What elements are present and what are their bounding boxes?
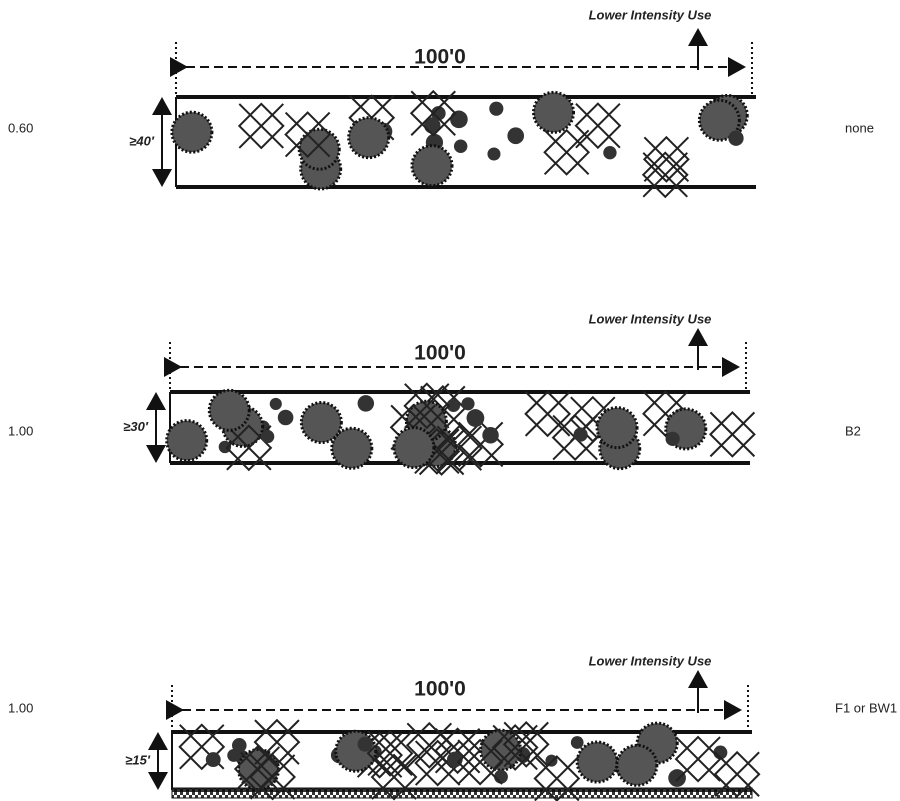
tree	[261, 429, 275, 444]
tree	[357, 395, 375, 412]
ratio: 0.60	[8, 120, 33, 135]
length-label: 100'0	[414, 46, 466, 69]
fence	[171, 787, 753, 799]
buffer-panel: 1.00 B2 Lower Intensity Use 100'0 ≥30′	[8, 311, 861, 476]
depth-label: ≥40′	[129, 133, 155, 148]
tree	[205, 752, 221, 768]
tree	[446, 398, 461, 412]
buffer-type: F1 or BW1	[835, 700, 897, 715]
tree	[269, 397, 282, 410]
plant	[674, 735, 722, 783]
tree	[357, 736, 373, 752]
tree	[668, 769, 686, 787]
tree	[665, 431, 680, 446]
tree	[489, 101, 504, 116]
length-label: 100'0	[414, 678, 466, 701]
tree	[482, 427, 499, 444]
use-label: Lower Intensity Use	[589, 7, 712, 22]
plant	[403, 382, 451, 430]
shrub	[410, 144, 454, 188]
tree	[231, 738, 247, 753]
tree	[227, 748, 241, 762]
buffer-type: B2	[845, 423, 861, 438]
plant	[491, 724, 539, 771]
shrub	[297, 127, 341, 171]
tree	[431, 106, 446, 121]
plant	[524, 390, 572, 438]
buffer-panel: 1.00 F1 or BW1 Lower Intensity Use 100'0 ≥15…	[8, 653, 897, 801]
plant	[409, 89, 457, 137]
tree	[453, 139, 468, 153]
plant	[457, 420, 505, 468]
plant	[641, 151, 689, 199]
buffer-panel: 0.60 none Lower Intensity Use 100'0 ≥40′	[8, 7, 874, 199]
shrub	[170, 110, 214, 154]
tree	[507, 127, 525, 145]
shrub	[299, 401, 343, 445]
shrub	[207, 388, 251, 432]
plant	[642, 135, 690, 183]
shrub	[347, 116, 391, 160]
tree	[466, 409, 485, 427]
shrub	[165, 419, 209, 463]
plant	[708, 410, 756, 458]
plant	[366, 729, 414, 777]
tree	[487, 147, 501, 161]
depth-label: ≥30′	[123, 419, 149, 434]
plant	[253, 718, 301, 766]
tree	[603, 146, 617, 160]
use-label: Lower Intensity Use	[589, 653, 712, 668]
shrub	[330, 426, 374, 470]
tree	[450, 110, 468, 129]
length-label: 100'0	[414, 342, 466, 365]
panels: 0.60 none Lower Intensity Use 100'0 ≥40′ 1.00…	[8, 7, 897, 801]
tree	[570, 736, 584, 749]
ratio: 1.00	[8, 423, 33, 438]
plant	[456, 738, 504, 786]
shrub	[392, 426, 436, 470]
tree	[728, 130, 744, 146]
plant	[713, 750, 761, 798]
tree	[573, 427, 588, 442]
plant	[405, 721, 453, 769]
plant	[543, 128, 591, 176]
shrub	[532, 90, 576, 134]
shrub	[697, 98, 741, 142]
ratio: 1.00	[8, 700, 33, 715]
plant	[533, 755, 581, 801]
depth-label: ≥15′	[125, 752, 151, 767]
shrub	[615, 743, 659, 787]
use-label: Lower Intensity Use	[589, 311, 712, 326]
plant	[237, 102, 285, 150]
plant	[233, 745, 281, 793]
tree	[461, 397, 475, 411]
buffer-type: none	[845, 120, 874, 135]
shrub	[575, 740, 619, 784]
shrub	[595, 406, 639, 450]
plant	[284, 111, 332, 158]
plant	[574, 102, 622, 150]
tree	[277, 409, 294, 426]
